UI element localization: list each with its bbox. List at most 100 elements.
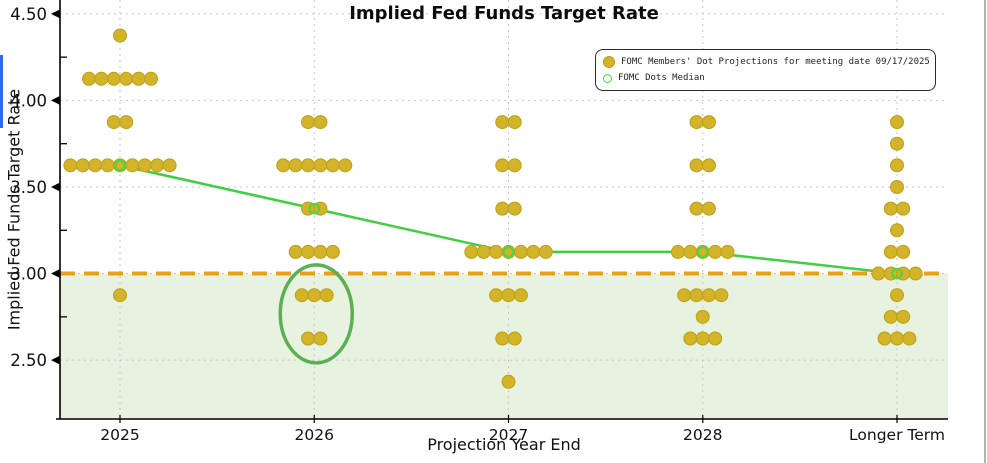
fomc-dot [708, 331, 723, 346]
fomc-dot [338, 158, 353, 173]
fomc-dot [313, 244, 328, 259]
fomc-dot [689, 201, 704, 216]
chart-title: Implied Fed Funds Target Rate [349, 3, 659, 24]
fomc-dot [507, 331, 522, 346]
y-tick-arrow-icon [51, 269, 60, 279]
fomc-dot [890, 136, 904, 151]
y-axis-label: Implied Fed Funds Target Rate [4, 88, 24, 331]
fomc-dot [288, 244, 303, 259]
fomc-dot [902, 331, 917, 346]
fomc-dot [162, 158, 177, 173]
fomc-dot [106, 71, 121, 86]
fomc-dot [908, 266, 923, 281]
fomc-dot [325, 244, 340, 259]
median-legend-icon [603, 73, 612, 83]
fomc-dot [538, 244, 553, 259]
fomc-dot [63, 158, 78, 173]
y-tick-arrow-icon [51, 182, 60, 192]
y-tick-arrow-icon [51, 95, 60, 105]
x-tick-label: 2027 [489, 426, 528, 444]
median-ring [502, 246, 515, 258]
fomc-dot [501, 374, 516, 389]
fomc-dot [877, 331, 892, 346]
fomc-dot [708, 244, 723, 259]
legend-label-median: FOMC Dots Median [618, 73, 705, 83]
fomc-dot [896, 309, 911, 324]
fomc-dot [890, 158, 904, 173]
legend-label-dots: FOMC Members' Dot Projections for meetin… [621, 57, 930, 67]
fomc-dot [125, 158, 140, 173]
fomc-dot [131, 71, 146, 86]
fomc-dot [100, 158, 115, 173]
fomc-dot [106, 115, 121, 130]
fomc-dot [896, 201, 911, 216]
fomc-dot [871, 266, 886, 281]
fomc-dot [689, 158, 704, 173]
window-right-scroll-edge[interactable] [984, 0, 986, 463]
fomc-dot [150, 158, 165, 173]
fomc-dot [670, 244, 685, 259]
fomc-dot [307, 288, 322, 303]
x-tick-label: 2025 [100, 426, 139, 444]
fomc-dot [507, 115, 522, 130]
fomc-dot [495, 158, 510, 173]
x-tick-label: Longer Term [849, 426, 945, 444]
fomc-dot [75, 158, 90, 173]
fomc-dot [495, 331, 510, 346]
fomc-dot [313, 115, 328, 130]
fomc-dot [301, 244, 316, 259]
fomc-dot [890, 223, 904, 238]
highlight-ellipse [278, 263, 354, 365]
x-tick-label: 2026 [295, 426, 334, 444]
fomc-dot [507, 201, 522, 216]
fomc-dot [313, 158, 328, 173]
fomc-dot [119, 71, 134, 86]
dot-projection-legend-icon [603, 56, 615, 68]
fomc-dot [489, 288, 504, 303]
fomc-dot [137, 158, 152, 173]
fomc-dot [88, 158, 103, 173]
fomc-dot [689, 115, 704, 130]
fomc-dot [301, 158, 316, 173]
fomc-dot [464, 244, 479, 259]
fomc-dot [890, 115, 904, 130]
y-tick-label: 3.00 [10, 265, 47, 284]
fomc-dot [890, 288, 904, 303]
fomc-dot [313, 331, 328, 346]
fomc-dot [501, 288, 516, 303]
fomc-dot [288, 158, 303, 173]
legend-row-median: FOMC Dots Median [603, 70, 928, 86]
fomc-dot [513, 244, 528, 259]
median-ring [114, 159, 126, 172]
fomc-dot [113, 28, 127, 43]
median-ring [891, 267, 903, 280]
fomc-dot [695, 331, 710, 346]
fomc-dot [276, 158, 291, 173]
fomc-dot [319, 288, 334, 303]
fomc-dot [495, 115, 510, 130]
fomc-dot [720, 244, 735, 259]
y-tick-label: 3.50 [10, 178, 47, 197]
fomc-dot [883, 244, 898, 259]
fomc-dot [507, 158, 522, 173]
y-tick-label: 4.50 [10, 5, 47, 24]
fomc-dot [325, 158, 340, 173]
fomc-dot [94, 71, 109, 86]
fomc-dot [677, 288, 692, 303]
fomc-dot [489, 244, 504, 259]
y-tick-arrow-icon [51, 9, 60, 19]
fomc-dot [144, 71, 158, 86]
fomc-dot [701, 158, 716, 173]
fomc-dot [890, 331, 904, 346]
y-tick-arrow-icon [51, 355, 60, 365]
fomc-dot [301, 331, 316, 346]
legend-row-dots: FOMC Members' Dot Projections for meetin… [603, 54, 930, 70]
fomc-dot [82, 71, 96, 86]
fomc-dot [701, 288, 716, 303]
fomc-dot [714, 288, 729, 303]
y-tick-label: 4.00 [10, 91, 47, 110]
fomc-dot [119, 115, 134, 130]
fomc-dot [689, 288, 704, 303]
